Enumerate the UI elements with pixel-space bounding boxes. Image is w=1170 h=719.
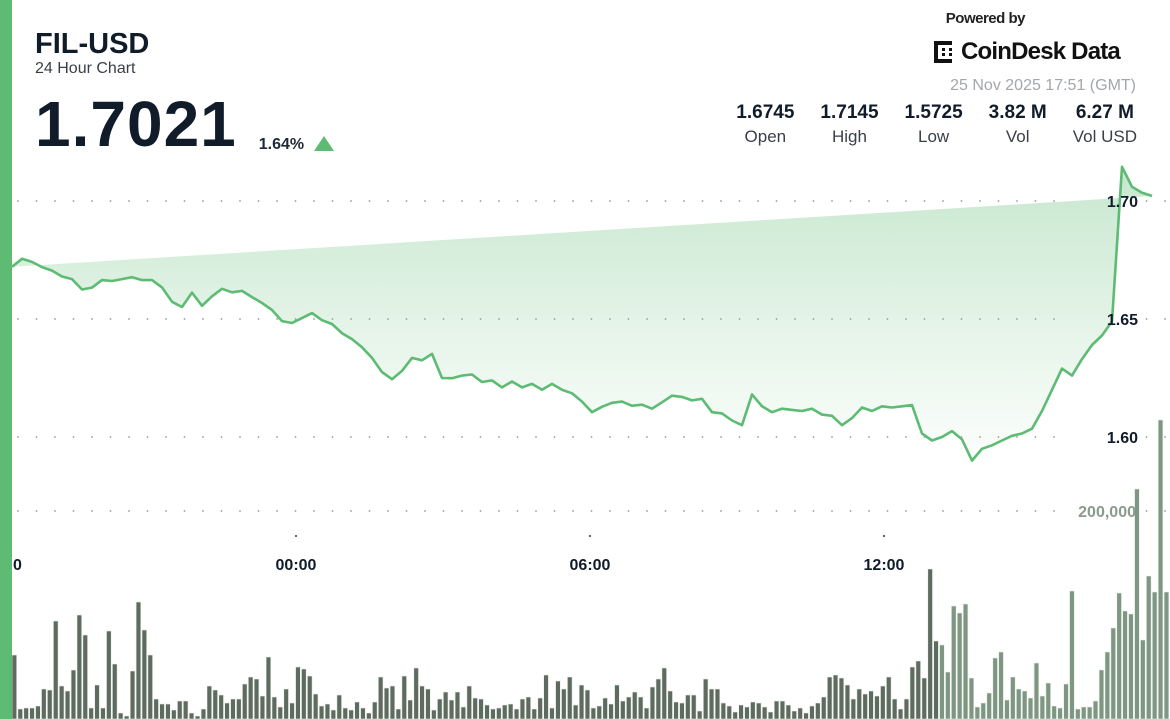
stat-label: Vol — [1005, 127, 1030, 146]
y-tick-label: 1.60 — [1107, 430, 1138, 447]
y-axis-labels: 1.70 1.65 1.60 200,000 — [1078, 194, 1138, 521]
stat-open: 1.6745 Open — [736, 101, 794, 149]
volume-tick-label: 200,000 — [1078, 504, 1136, 521]
stat-value: 1.6745 — [736, 102, 795, 123]
x-tick-label: 00:00 — [276, 557, 317, 574]
stat-label: High — [831, 127, 867, 146]
volume-bars — [11, 419, 1170, 719]
coindesk-logo-icon — [934, 41, 952, 63]
x-axis-labels: 0 00:00 06:00 12:00 — [13, 535, 905, 574]
x-tick-label: 12:00 — [864, 557, 905, 574]
x-tick-mark — [883, 535, 885, 537]
accent-bar — [0, 0, 12, 719]
stat-value: 1.5725 — [904, 102, 963, 123]
powered-by-label: Powered by — [945, 10, 1026, 27]
stat-value: 6.27 M — [1075, 102, 1134, 123]
stat-value: 1.7145 — [820, 102, 879, 123]
stat-label: Open — [744, 127, 787, 146]
y-tick-label: 1.70 — [1107, 194, 1138, 211]
chart-header: FIL-USD 24 Hour Chart — [35, 28, 149, 78]
x-tick-label: 06:00 — [570, 557, 611, 574]
up-triangle-icon — [314, 136, 335, 151]
x-tick-mark — [295, 535, 297, 537]
y-tick-label: 1.65 — [1107, 312, 1138, 329]
stat-vol-usd: 6.27 M Vol USD — [1073, 101, 1137, 149]
symbol-title: FIL-USD — [35, 28, 150, 60]
stat-high: 1.7145 High — [820, 101, 878, 149]
stat-vol: 3.82 M Vol — [989, 101, 1047, 149]
change-percent: 1.64% — [258, 136, 305, 153]
x-tick-label: 0 — [13, 557, 22, 574]
stat-label: Vol USD — [1072, 127, 1137, 146]
coindesk-data-logo[interactable]: CoinDesk Data — [933, 38, 1121, 66]
price-area — [12, 166, 1152, 461]
stats-panel: 1.6745 Open 1.7145 High 1.5725 Low 3.82 … — [710, 101, 1137, 149]
x-tick-mark — [589, 535, 591, 537]
stat-label: Low — [918, 127, 950, 146]
stat-value: 3.82 M — [988, 102, 1047, 123]
price-row: 1.7021 1.64% — [35, 88, 335, 160]
brand-name: CoinDesk Data — [961, 38, 1121, 65]
chart-subtitle: 24 Hour Chart — [35, 60, 136, 77]
stat-low: 1.5725 Low — [905, 101, 963, 149]
current-price: 1.7021 — [35, 88, 237, 160]
price-line — [11, 165, 1153, 462]
timestamp: 25 Nov 2025 17:51 (GMT) — [950, 77, 1136, 94]
